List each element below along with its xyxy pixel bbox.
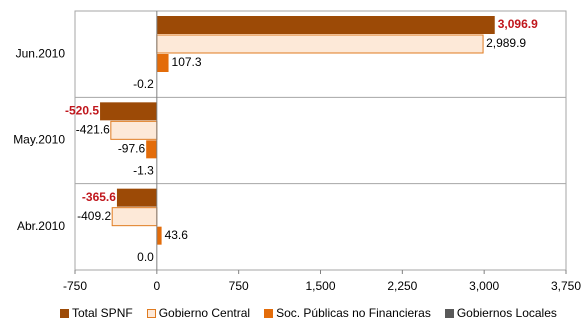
legend-swatch bbox=[444, 308, 454, 318]
data-label: -409.2 bbox=[77, 209, 111, 223]
bar-gobierno-central-1 bbox=[110, 120, 158, 140]
legend-item: Soc. Públicas no Financieras bbox=[264, 306, 431, 320]
category-labels: Jun.2010 May.2010 Abr.2010 bbox=[13, 46, 65, 233]
data-label: 43.6 bbox=[165, 228, 189, 242]
data-label: 3,096.9 bbox=[498, 17, 538, 31]
legend: Total SPNF Gobierno Central Soc. Públicas … bbox=[60, 306, 557, 320]
data-label: 0.0 bbox=[137, 250, 154, 264]
x-tick-label: 3,750 bbox=[551, 279, 581, 293]
data-label: -421.6 bbox=[76, 123, 110, 137]
data-label: -365.6 bbox=[82, 190, 116, 204]
x-tick-label: -750 bbox=[63, 279, 87, 293]
data-label: 107.3 bbox=[172, 55, 202, 69]
category-label: Abr.2010 bbox=[17, 219, 65, 233]
legend-item: Gobierno Central bbox=[146, 306, 251, 320]
bar-gobierno-central-2 bbox=[111, 207, 158, 227]
bars-group bbox=[100, 16, 495, 264]
x-tick-label: 0 bbox=[153, 279, 160, 293]
data-label: -1.3 bbox=[133, 164, 154, 178]
data-label: -97.6 bbox=[118, 142, 146, 156]
legend-label: Soc. Públicas no Financieras bbox=[276, 306, 431, 320]
bar-soc-p-blicas-no-financieras-1 bbox=[146, 140, 157, 159]
legend-label: Gobierno Central bbox=[158, 306, 251, 320]
x-tick-label: 750 bbox=[229, 279, 249, 293]
bar-soc-p-blicas-no-financieras-0 bbox=[156, 54, 169, 72]
legend-label: Total SPNF bbox=[72, 306, 133, 320]
bar-total-spnf-1 bbox=[100, 102, 157, 121]
x-tick-label: 2,250 bbox=[387, 279, 417, 293]
legend-label: Gobiernos Locales bbox=[456, 306, 557, 320]
x-tick-label: 1,500 bbox=[305, 279, 335, 293]
legend-swatch bbox=[146, 308, 156, 318]
category-label: May.2010 bbox=[13, 133, 65, 147]
legend-item: Gobiernos Locales bbox=[444, 306, 557, 320]
x-axis: -750 0 750 1,500 2,250 3,000 3,750 bbox=[63, 11, 581, 293]
data-label: 2,989.9 bbox=[486, 36, 526, 50]
legend-item: Total SPNF bbox=[60, 306, 133, 320]
legend-swatch bbox=[264, 308, 274, 318]
bar-total-spnf-2 bbox=[116, 188, 157, 207]
bar-soc-p-blicas-no-financieras-2 bbox=[156, 226, 162, 245]
bar-total-spnf-0 bbox=[156, 16, 495, 34]
data-labels-group: 3,096.9 2,989.9 107.3 -0.2 -520.5 -421.6 -97.6… bbox=[65, 17, 538, 264]
x-tick-label: 3,000 bbox=[469, 279, 499, 293]
bar-gobierno-central-0 bbox=[156, 34, 484, 54]
data-label: -520.5 bbox=[65, 104, 99, 118]
legend-swatch bbox=[60, 308, 69, 318]
data-label: -0.2 bbox=[133, 77, 154, 91]
category-label: Jun.2010 bbox=[16, 46, 66, 60]
